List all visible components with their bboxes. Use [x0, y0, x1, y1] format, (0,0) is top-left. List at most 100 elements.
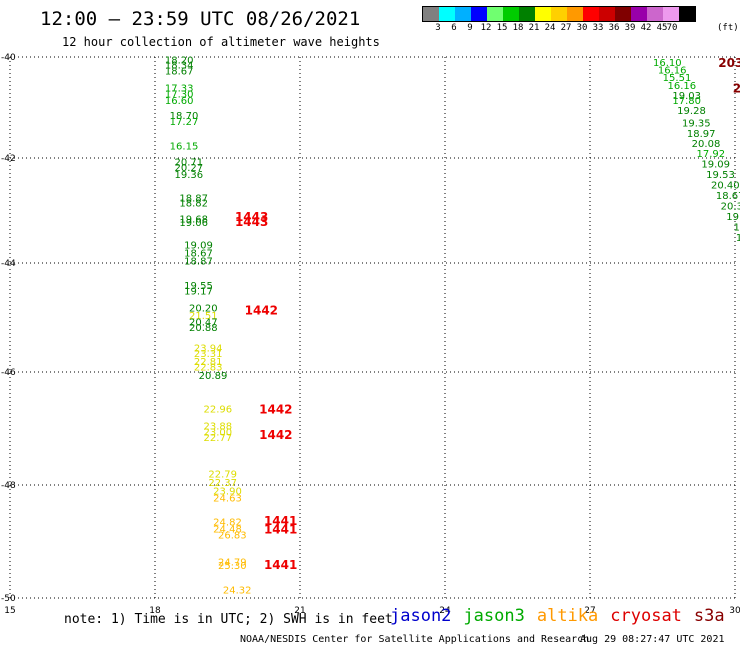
- pass-time-label: 1441: [264, 558, 297, 572]
- legend-tick-label: 15: [496, 23, 508, 33]
- swh-value-label: 19.03: [672, 91, 701, 102]
- legend-swatch: [535, 7, 551, 21]
- legend-swatch: [631, 7, 647, 21]
- swh-value-label: 16.16: [658, 66, 687, 77]
- legend-swatch: [471, 7, 487, 21]
- swh-value-label: 20.20: [189, 304, 218, 315]
- swh-value-label: 19.28: [677, 106, 706, 117]
- legend-swatch: [455, 7, 471, 21]
- legend-swatch: [487, 7, 503, 21]
- swh-value-label: 16.16: [668, 81, 697, 92]
- legend-swatch: [663, 7, 679, 21]
- pass-time-label: 1442: [259, 428, 292, 442]
- legend-swatch: [567, 7, 583, 21]
- swh-value-label: 24.48: [213, 525, 242, 536]
- legend-tick-label: 36: [608, 23, 620, 33]
- swh-value-label: 17.80: [672, 96, 701, 107]
- swh-value-label: 22.37: [208, 478, 237, 489]
- legend-swatch: [423, 7, 439, 21]
- legend-tick-label: 45: [656, 23, 668, 33]
- satellite-legend-altika: altika: [536, 606, 599, 626]
- swh-value-label: 18.87: [179, 193, 208, 204]
- swh-value-label: 18.67: [184, 249, 213, 260]
- swh-value-label: 24.79: [218, 557, 247, 568]
- swh-value-label: 17.92: [697, 149, 726, 160]
- lat-tick-label: -42: [1, 154, 16, 164]
- legend-swatch: [679, 7, 695, 21]
- swh-value-label: 17.33: [165, 83, 194, 94]
- swh-value-label: 19.68: [179, 214, 208, 225]
- swh-value-label: 23.94: [194, 343, 223, 354]
- legend-tick-label: 9: [467, 23, 473, 33]
- lon-tick-label: 15: [4, 606, 15, 616]
- swh-value-label: 24.32: [223, 586, 252, 597]
- swh-value-label: 19.09: [701, 159, 730, 170]
- swh-value-label: 18.67: [716, 191, 740, 202]
- pass-time-label: 1441: [264, 514, 297, 528]
- swh-value-label: 20.47: [189, 317, 218, 328]
- pass-time-label: 2035: [733, 81, 740, 95]
- swh-value-label: 19.55: [184, 281, 213, 292]
- swh-value-label: 19.35: [682, 119, 711, 130]
- legend-tick-label: 6: [451, 23, 457, 33]
- swh-value-label: 18.34: [165, 61, 194, 72]
- legend-tick-label: 3: [435, 23, 441, 33]
- swh-value-label: 25.30: [218, 561, 247, 572]
- pass-time-label: 1441: [264, 523, 297, 537]
- legend-swatch: [615, 7, 631, 21]
- legend-unit-label: (ft): [717, 23, 739, 33]
- swh-value-label: 19.2: [726, 212, 740, 223]
- lon-tick-label: 21: [294, 606, 305, 616]
- footer-note: note: 1) Time is in UTC; 2) SWH is in fe…: [64, 612, 393, 627]
- swh-value-label: 22.81: [194, 357, 223, 368]
- swh-value-label: 22.96: [204, 405, 233, 416]
- legend-swatch: [519, 7, 535, 21]
- swh-value-label: 20.89: [199, 371, 228, 382]
- legend-tick-label: 27: [560, 23, 572, 33]
- swh-value-label: 19.06: [179, 218, 208, 229]
- swh-value-label: 23.90: [213, 487, 242, 498]
- legend-tick-label: 33: [592, 23, 604, 33]
- swh-value-label: 21.51: [189, 311, 218, 322]
- swh-value-label: 19.09: [184, 241, 213, 252]
- swh-value-label: 19.36: [175, 170, 204, 181]
- pass-time-label: 1443: [235, 215, 268, 229]
- legend-tick-label: 12: [480, 23, 492, 33]
- swh-value-label: 17.27: [170, 117, 199, 128]
- lat-tick-label: -48: [1, 481, 16, 491]
- swh-value-label: 18.70: [170, 111, 199, 122]
- lat-tick-label: -46: [1, 368, 16, 378]
- lon-tick-label: 27: [584, 606, 595, 616]
- swh-value-label: 23.88: [204, 422, 233, 433]
- pass-time-label: 2035: [718, 56, 740, 70]
- legend-tick-label: 30: [576, 23, 588, 33]
- swh-value-label: 18.20: [165, 56, 194, 67]
- swh-value-label: 18.97: [687, 129, 716, 140]
- lat-tick-label: -44: [1, 259, 16, 269]
- legend-tick-label: 70: [666, 23, 678, 33]
- satellite-legend-s3a: s3a: [693, 606, 725, 626]
- legend-swatch: [439, 7, 455, 21]
- swh-value-label: 16.60: [165, 96, 194, 107]
- pass-time-label: 1442: [245, 303, 278, 317]
- color-scale-legend: [422, 6, 696, 22]
- page-subtitle: 12 hour collection of altimeter wave hei…: [62, 35, 380, 49]
- swh-value-label: 22.83: [194, 363, 223, 374]
- satellite-legend: jason2 jason3 altika cryosat s3a: [390, 606, 737, 626]
- swh-value-label: 24.82: [213, 518, 242, 529]
- legend-tick-label: 21: [528, 23, 540, 33]
- legend-tick-label: 42: [640, 23, 652, 33]
- page-title: 12:00 — 23:59 UTC 08/26/2021: [40, 8, 361, 30]
- swh-value-label: 19: [736, 233, 740, 244]
- swh-value-label: 23.31: [194, 349, 223, 360]
- satellite-legend-cryosat: cryosat: [610, 606, 682, 626]
- swh-value-label: 17.30: [165, 89, 194, 100]
- swh-value-label: 15.51: [663, 73, 692, 84]
- lat-tick-label: -40: [1, 53, 16, 63]
- lon-tick-label: 24: [439, 606, 451, 616]
- legend-tick-label: 39: [624, 23, 636, 33]
- swh-value-label: 20.71: [175, 158, 204, 169]
- legend-tick-label: 24: [544, 23, 556, 33]
- swh-value-label: 23.00: [204, 427, 233, 438]
